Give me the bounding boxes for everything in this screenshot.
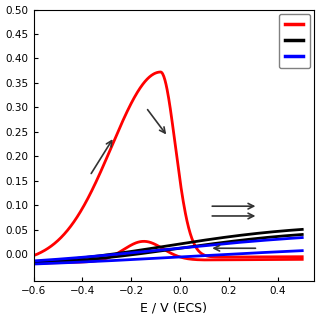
X-axis label: E / V (ECS): E / V (ECS) <box>140 301 207 315</box>
Legend: , , : , , <box>279 14 309 68</box>
